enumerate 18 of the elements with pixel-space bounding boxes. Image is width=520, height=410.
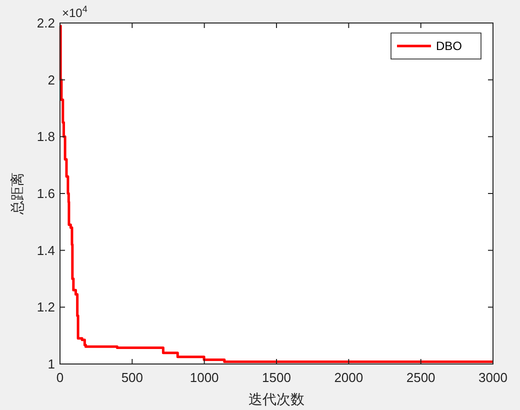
x-tick-label: 2000 xyxy=(334,370,364,385)
x-tick-label: 0 xyxy=(56,370,64,385)
y-tick-label: 1.4 xyxy=(36,242,55,258)
x-tick-label: 1500 xyxy=(262,370,291,385)
y-tick-label: 1.2 xyxy=(36,300,55,315)
legend-label: DBO xyxy=(436,39,462,53)
x-tick-label: 1000 xyxy=(190,370,219,385)
x-tick-label: 3000 xyxy=(478,370,508,385)
y-tick-label: 1.6 xyxy=(36,186,55,201)
text: ×10$^{4}$ xyxy=(62,4,88,20)
x-tick-label: 500 xyxy=(121,370,144,385)
x-axis-title: 迭代次数 xyxy=(248,391,304,407)
y-tick-label: 2.2 xyxy=(36,16,55,30)
y-axis-title: 总距离 xyxy=(9,172,25,216)
y-tick-label: 1 xyxy=(48,356,55,372)
y-tick-label: 2 xyxy=(48,72,55,88)
y-tick-label: 1.8 xyxy=(36,129,55,144)
x-tick-label: 2500 xyxy=(406,370,436,385)
